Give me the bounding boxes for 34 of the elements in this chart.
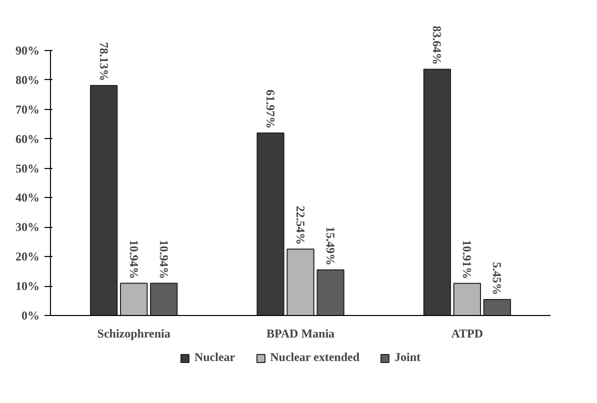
data-label: 10.91% [460,240,474,279]
y-tick-label: 20% [16,250,40,264]
bar [316,269,344,316]
bar [453,282,481,316]
data-label: 83.64% [430,26,444,65]
legend-label: Joint [394,350,421,365]
data-label: 10.94% [126,240,141,279]
bar [256,132,284,316]
data-label: 78.13% [96,42,111,82]
x-tick-label: BPAD Mania [266,326,335,340]
legend-label: Nuclear extended [270,350,360,365]
data-label: 15.49% [324,226,338,266]
data-label: 22.54% [294,206,308,245]
y-tick-label: 90% [16,44,40,58]
data-label: 5.45% [490,262,504,296]
x-tick-label: ATPD [451,326,484,340]
bar [423,68,451,316]
y-tick-label: 10% [16,279,40,294]
data-label: 61.97% [264,90,278,129]
bar [120,282,148,316]
x-tick-label: Schizophrenia [97,326,170,340]
bar [286,248,314,316]
y-tick-label: 0% [22,308,40,322]
y-tick-label: 70% [16,102,40,116]
y-tick-label: 80% [16,72,40,87]
bar [483,298,511,316]
data-label: 10.94% [156,240,171,279]
bar [150,282,178,316]
bar [90,84,118,316]
y-tick-label: 50% [16,161,40,176]
y-tick-label: 30% [16,220,40,234]
y-tick-label: 60% [16,132,40,146]
y-tick-label: 40% [16,190,40,205]
legend-label: Nuclear [194,350,236,365]
